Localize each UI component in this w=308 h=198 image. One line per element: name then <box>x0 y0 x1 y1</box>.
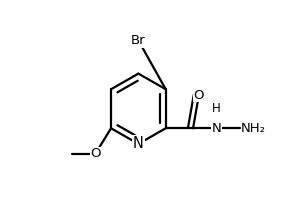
Text: N: N <box>133 136 144 151</box>
Text: H: H <box>212 102 221 115</box>
Text: O: O <box>194 89 204 102</box>
Text: NH₂: NH₂ <box>241 122 266 135</box>
Text: Br: Br <box>131 34 146 47</box>
Text: O: O <box>90 147 101 160</box>
Text: N: N <box>212 122 221 135</box>
